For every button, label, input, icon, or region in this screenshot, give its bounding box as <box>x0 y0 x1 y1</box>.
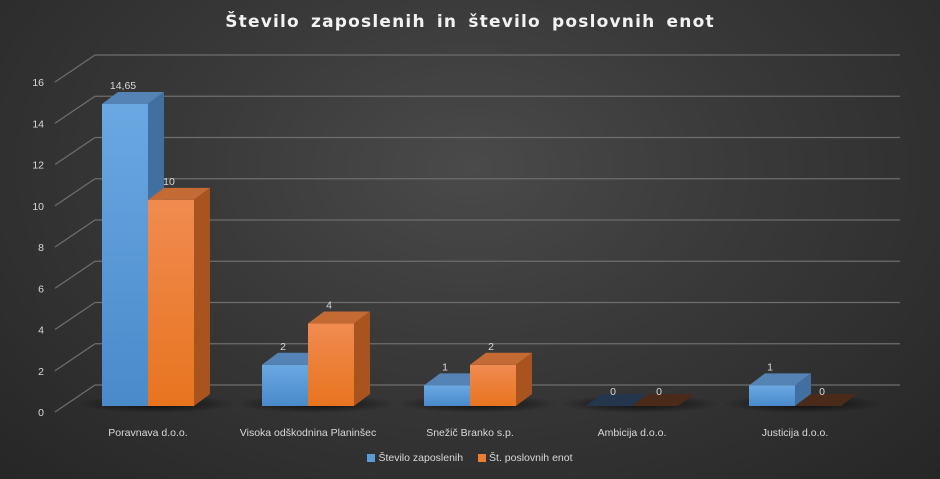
data-label: 10 <box>163 176 175 188</box>
y-axis: 0 2 4 6 8 10 12 14 16 <box>32 77 44 419</box>
y-tick-label: 12 <box>32 160 44 172</box>
data-label: 2 <box>280 341 286 353</box>
y-tick-label: 8 <box>38 242 44 254</box>
y-tick-label: 2 <box>38 366 44 378</box>
y-tick-label: 14 <box>32 118 44 130</box>
data-label: 1 <box>767 361 773 373</box>
legend-label: Število zaposlenih <box>378 452 464 464</box>
y-tick-label: 6 <box>38 283 44 295</box>
legend-item-zaposleni[interactable]: Število zaposlenih <box>367 452 463 464</box>
x-category-label: Visoka odškodnina Planinšec <box>240 427 376 439</box>
y-tick-label: 16 <box>32 77 44 89</box>
x-axis: Poravnava d.o.o. Visoka odškodnina Planin… <box>108 427 828 439</box>
y-tick-label: 4 <box>38 325 44 337</box>
data-label: 0 <box>819 386 825 398</box>
data-label: 4 <box>326 300 332 312</box>
x-category-label: Ambicija d.o.o. <box>598 427 667 439</box>
data-label: 1 <box>442 361 448 373</box>
legend-label: Št. poslovnih enot <box>489 452 573 464</box>
data-label: 0 <box>656 386 662 398</box>
bar[interactable]: 0 <box>795 386 857 406</box>
data-label: 0 <box>610 386 616 398</box>
x-category-label: Snežič Branko s.p. <box>426 427 514 439</box>
bar[interactable]: 1 <box>749 361 811 406</box>
y-tick-label: 0 <box>38 407 44 419</box>
legend-item-poslovne-enote[interactable]: Št. poslovnih enot <box>478 452 573 464</box>
bar[interactable]: 0 <box>586 386 648 406</box>
chart-title: Število zaposlenih in število poslovnih … <box>225 12 715 32</box>
y-tick-label: 10 <box>32 201 44 213</box>
bar[interactable]: 4 <box>308 300 370 406</box>
data-label: 2 <box>488 341 494 353</box>
bar[interactable]: 0 <box>632 386 694 406</box>
x-category-label: Justicija d.o.o. <box>762 427 829 439</box>
legend-swatch-orange-icon <box>478 454 487 462</box>
bar[interactable]: 2 <box>470 341 532 406</box>
bar[interactable]: 10 <box>148 176 210 406</box>
x-category-label: Poravnava d.o.o. <box>108 427 187 439</box>
legend: Število zaposlenih Št. poslovnih enot <box>0 452 940 465</box>
legend-swatch-blue-icon <box>367 454 376 462</box>
data-label: 14,65 <box>110 80 136 92</box>
